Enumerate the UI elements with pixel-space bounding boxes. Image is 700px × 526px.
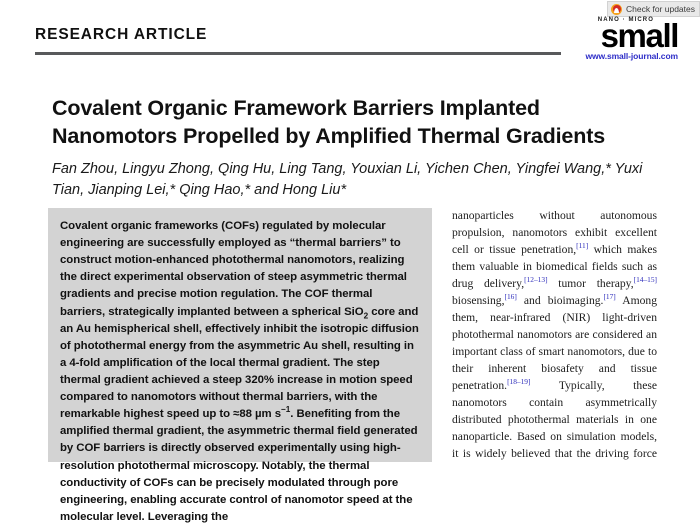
header-rule bbox=[35, 52, 561, 55]
citation-18-19[interactable]: [18–19] bbox=[507, 377, 531, 387]
check-for-updates-label: Check for updates bbox=[626, 3, 695, 14]
journal-url-link[interactable]: www.small-journal.com bbox=[585, 51, 678, 62]
abstract-panel: Covalent organic frameworks (COFs) regul… bbox=[48, 208, 432, 523]
citation-16[interactable]: [16] bbox=[504, 292, 517, 302]
body-paragraph: nanoparticles without autonomous propuls… bbox=[452, 207, 657, 462]
body-seg-5: and bioimaging. bbox=[516, 294, 604, 308]
citation-14-15[interactable]: [14–15] bbox=[633, 275, 657, 285]
logo-kicker: NANO · MICRO bbox=[597, 17, 654, 23]
citation-11[interactable]: [11] bbox=[576, 241, 589, 251]
body-column: nanoparticles without autonomous propuls… bbox=[452, 207, 657, 462]
body-seg-2: which makes them valuable in biomedical … bbox=[452, 243, 657, 291]
body-seg-6: Among them, near-infrared (NIR) light-dr… bbox=[452, 294, 657, 393]
abstract-text: Covalent organic frameworks (COFs) regul… bbox=[60, 218, 420, 526]
body-seg-4: biosensing, bbox=[452, 294, 505, 308]
logo-wordmark: small bbox=[600, 17, 680, 54]
abstract-part-1: Covalent organic frameworks (COFs) regul… bbox=[60, 220, 407, 318]
body-seg-7: Typically, these nanomotors contain asym… bbox=[452, 379, 657, 461]
page-title: Covalent Organic Framework Barriers Impl… bbox=[52, 96, 606, 148]
section-label: RESEARCH ARTICLE bbox=[35, 26, 208, 43]
abstract-part-2: core and an Au hemispherical shell, effe… bbox=[60, 305, 419, 421]
check-for-updates-badge[interactable]: Check for updates bbox=[607, 1, 700, 17]
abstract-superscript-1: −1 bbox=[281, 405, 291, 415]
body-seg-3: tumor therapy, bbox=[547, 277, 634, 291]
citation-17[interactable]: [17] bbox=[603, 292, 616, 302]
crossmark-icon bbox=[611, 3, 623, 15]
article-header: RESEARCH ARTICLE NANO · MICRO small www.… bbox=[35, 17, 679, 72]
abstract-part-3: . Benefiting from the amplified thermal … bbox=[60, 408, 418, 523]
abstract-subscript-1: 2 bbox=[363, 310, 369, 320]
journal-logo[interactable]: NANO · MICRO small www.small-journal.com bbox=[568, 17, 680, 62]
author-list: Fan Zhou, Lingyu Zhong, Qing Hu, Ling Ta… bbox=[52, 161, 643, 199]
citation-12-13[interactable]: [12–13] bbox=[524, 275, 548, 285]
body-seg-1: nanoparticles without autonomous propuls… bbox=[452, 209, 657, 257]
